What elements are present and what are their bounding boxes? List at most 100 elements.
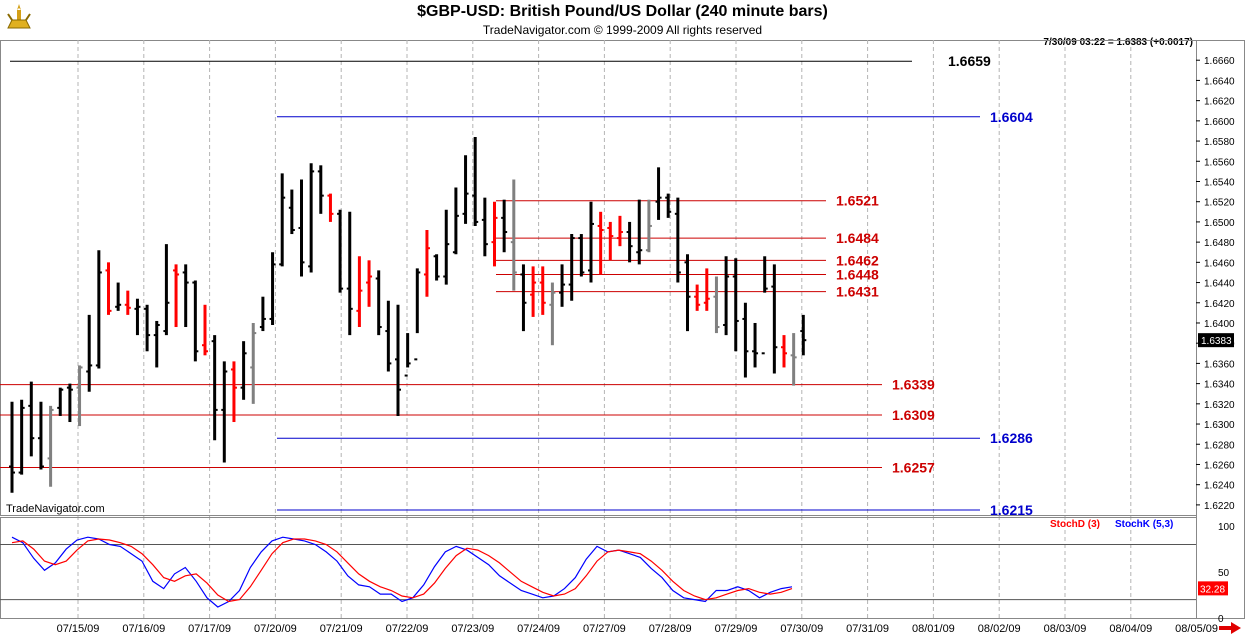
date-tick-label: 07/23/09 (451, 623, 494, 635)
price-tick-label: 1.6260 (1204, 460, 1235, 471)
price-level-label: 1.6215 (990, 502, 1033, 518)
ohlc-bar (732, 258, 739, 352)
date-tick-label: 07/31/09 (846, 623, 889, 635)
date-tick-label: 08/04/09 (1109, 623, 1152, 635)
price-tick-label: 1.6580 (1204, 137, 1235, 148)
price-tick-label: 1.6480 (1204, 238, 1235, 249)
price-level-label: 1.6462 (836, 252, 879, 268)
ohlc-bar (694, 284, 701, 311)
ohlc-bar (298, 179, 305, 277)
ohlc-bar (723, 256, 730, 336)
ohlc-bar (761, 256, 768, 355)
ohlc-bar (752, 322, 759, 368)
price-tick-label: 1.6520 (1204, 198, 1235, 209)
price-level-label: 1.6448 (836, 266, 879, 282)
date-tick-label: 07/16/09 (122, 623, 165, 635)
stoch-legend-entry: StochK (5,3) (1115, 519, 1173, 530)
scroll-right-arrow-icon[interactable] (1219, 622, 1241, 634)
ohlc-bar (327, 193, 334, 222)
price-tick-label: 1.6220 (1204, 501, 1235, 512)
ohlc-bar (472, 137, 479, 226)
ohlc-bar (144, 304, 151, 352)
ohlc-bar (76, 365, 83, 427)
ohlc-bar (66, 383, 73, 423)
date-tick-label: 08/02/09 (978, 623, 1021, 635)
ohlc-bar (18, 399, 25, 475)
ohlc-bar (28, 381, 35, 457)
ohlc-bar (375, 270, 382, 336)
date-tick-label: 07/17/09 (188, 623, 231, 635)
price-level-label: 1.6659 (948, 53, 991, 69)
price-tick-label: 1.6400 (1204, 319, 1235, 330)
ohlc-bar (655, 167, 662, 220)
price-tick-label: 1.6340 (1204, 380, 1235, 391)
price-level-label: 1.6604 (990, 109, 1033, 125)
stoch-series-line (11, 538, 793, 603)
ohlc-bar (153, 320, 160, 368)
ohlc-bar (771, 264, 778, 374)
ohlc-bar (539, 266, 546, 315)
chart-subtitle: TradeNavigator.com © 1999-2009 All right… (482, 23, 763, 37)
date-tick-label: 07/28/09 (649, 623, 692, 635)
chart-title: $GBP-USD: British Pound/US Dollar (240 m… (417, 3, 828, 20)
ohlc-bar (616, 215, 623, 247)
ohlc-bar (781, 335, 787, 368)
price-tick-label: 1.6280 (1204, 440, 1235, 451)
ohlc-bar (337, 209, 344, 293)
ohlc-bar (433, 254, 440, 281)
price-level-label: 1.6339 (892, 377, 935, 393)
ohlc-bar (317, 165, 324, 214)
date-tick-label: 08/03/09 (1044, 623, 1087, 635)
ohlc-bar (800, 314, 807, 356)
right-axis-panel (1196, 40, 1245, 619)
ohlc-bar (414, 268, 421, 361)
ohlc-bar (559, 264, 566, 307)
ohlc-bar (240, 341, 247, 400)
ohlc-bar (568, 234, 575, 301)
watermark-text: TradeNavigator.com (6, 503, 105, 515)
trade-navigator-logo-icon (7, 4, 31, 29)
date-tick-label: 07/29/09 (715, 623, 758, 635)
ohlc-bar (665, 193, 672, 218)
ohlc-bar (279, 173, 286, 267)
price-readout: 7/30/09 03:22 = 1.6383 (+0.0017) (1043, 37, 1193, 48)
date-tick-label: 07/21/09 (320, 623, 363, 635)
ohlc-bar (163, 244, 170, 336)
price-level-label: 1.6484 (836, 230, 879, 246)
ohlc-bar (462, 155, 469, 224)
ohlc-bar (597, 211, 604, 275)
ohlc-bar (713, 276, 720, 334)
price-level-label: 1.6257 (892, 460, 935, 476)
date-tick-label: 07/22/09 (386, 623, 429, 635)
price-tick-label: 1.6600 (1204, 117, 1235, 128)
ohlc-bar (520, 264, 527, 332)
ohlc-bar (230, 361, 237, 423)
date-tick-label: 07/24/09 (517, 623, 560, 635)
last-price-label: 1.6383 (1201, 336, 1232, 347)
stoch-last-value-label: 32.28 (1200, 584, 1225, 595)
price-tick-label: 1.6360 (1204, 359, 1235, 370)
ohlc-bar (105, 262, 112, 315)
ohlc-bar (530, 266, 537, 317)
ohlc-bar (385, 300, 392, 372)
ohlc-bar (607, 221, 614, 261)
ohlc-bar (173, 264, 180, 328)
price-level-label: 1.6431 (836, 284, 879, 300)
ohlc-bar (452, 187, 459, 255)
date-tick-label: 07/30/09 (780, 623, 823, 635)
date-tick-label: 07/20/09 (254, 623, 297, 635)
price-tick-label: 1.6440 (1204, 279, 1235, 290)
price-tick-label: 1.6620 (1204, 97, 1235, 108)
ohlc-bar (47, 405, 54, 487)
stoch-legend-entry: StochD (3) (1050, 519, 1100, 530)
stoch-tick-label: 100 (1218, 522, 1235, 533)
date-tick-label: 07/27/09 (583, 623, 626, 635)
price-tick-label: 1.6460 (1204, 258, 1235, 269)
ohlc-bar (356, 256, 363, 328)
ohlc-bar (366, 260, 373, 307)
ohlc-bar (269, 252, 276, 325)
stoch-tick-label: 50 (1218, 568, 1230, 579)
date-tick-label: 08/05/09 (1175, 623, 1218, 635)
price-tick-label: 1.6540 (1204, 177, 1235, 188)
